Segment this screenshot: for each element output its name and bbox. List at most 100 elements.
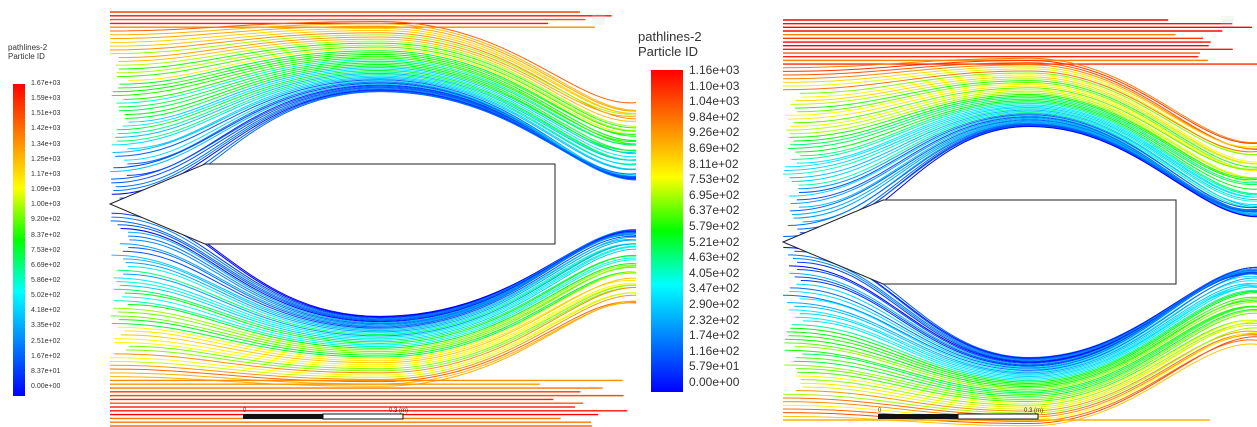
pathline xyxy=(801,322,1257,406)
pathline xyxy=(117,71,637,161)
colorbar-tick-label: 1.42e+03 xyxy=(31,125,61,133)
pathline xyxy=(789,93,1257,179)
pathline xyxy=(785,105,1257,198)
pathline xyxy=(794,80,1257,168)
colorbar xyxy=(13,84,25,396)
pathlines-panel-right: pathlines-2 Particle ID 1.16e+03 1.10e+03… xyxy=(633,0,1257,427)
pathline xyxy=(799,72,1257,155)
pathline xyxy=(114,286,637,374)
fluent-logo-icon: ▒▒ xyxy=(592,14,605,24)
pathline xyxy=(785,300,1257,387)
scale-bar-start-label: 0 xyxy=(243,408,247,414)
pathline xyxy=(797,81,1257,171)
colorbar-tick-label: 5.86e+02 xyxy=(31,276,61,284)
pathline xyxy=(109,34,637,115)
pathline xyxy=(787,122,1257,227)
colorbar xyxy=(651,70,683,392)
pathline xyxy=(109,20,637,104)
pathline xyxy=(113,264,637,351)
pathline xyxy=(112,272,637,358)
pathlines-plot: 0 0.3 (m) xyxy=(781,19,1257,427)
colorbar-tick-label: 8.37e+01 xyxy=(31,367,61,375)
colorbar-tick-label: 1.09e+03 xyxy=(31,186,61,194)
colorbar-tick-label: 5.79e+02 xyxy=(689,219,740,233)
pathline xyxy=(113,255,637,343)
colorbar-tick-label: 8.69e+02 xyxy=(689,141,740,155)
pathlines-panel-left: pathlines-2 Particle ID 1.67e+03 1.59e+03… xyxy=(8,11,637,427)
pathline xyxy=(123,57,637,142)
colorbar-tick-label: 1.74e+02 xyxy=(689,328,740,343)
pathline xyxy=(118,36,637,117)
pathline xyxy=(124,279,637,362)
pathline xyxy=(113,245,637,338)
legend-title-line1: pathlines-2 xyxy=(8,43,48,52)
colorbar-tick-label: 5.02e+02 xyxy=(31,292,61,300)
pathline xyxy=(798,113,1257,213)
pathline xyxy=(796,312,1257,401)
pathline xyxy=(782,62,1257,150)
pathline xyxy=(786,292,1257,384)
colorbar-tick-label: 0.00e+00 xyxy=(31,383,61,390)
pathline xyxy=(116,70,637,161)
pathline xyxy=(784,298,1257,389)
pathline xyxy=(127,263,637,349)
pathline xyxy=(127,76,637,170)
pathline xyxy=(790,89,1257,179)
projectile-body xyxy=(781,199,1177,285)
colorbar-tick-label: 3.47e+02 xyxy=(689,281,740,296)
colorbar-tick-label: 3.35e+02 xyxy=(31,322,61,330)
pathline xyxy=(790,78,1257,165)
pathline xyxy=(782,59,1257,144)
pathline xyxy=(782,66,1257,148)
pathline xyxy=(794,283,1257,375)
pathline xyxy=(794,283,1257,379)
pathline xyxy=(115,40,637,127)
colorbar-tick-label: 1.51e+03 xyxy=(31,110,61,118)
colorbar-tick-label: 0.00e+00 xyxy=(689,375,740,389)
colorbar-tick-label: 6.95e+02 xyxy=(689,187,740,202)
pathline xyxy=(116,59,637,146)
pathline xyxy=(124,80,637,175)
pathline xyxy=(123,243,637,337)
pathline xyxy=(795,76,1257,165)
colorbar-tick-label: 2.90e+02 xyxy=(689,297,740,311)
pathline xyxy=(784,305,1257,392)
scale-bar-end-label: 0.3 (m) xyxy=(1024,408,1043,414)
pathline xyxy=(788,296,1257,386)
pathline xyxy=(109,30,637,114)
pathline xyxy=(115,72,637,161)
pathline xyxy=(114,284,637,368)
pathline xyxy=(121,257,637,346)
pathline xyxy=(119,50,637,137)
colorbar-tick-label: 1.67e+02 xyxy=(31,352,61,360)
colorbar-tick-label: 1.16e+02 xyxy=(689,343,740,358)
colorbar-tick-label: 1.59e+03 xyxy=(31,95,61,103)
pathline xyxy=(119,271,637,356)
colorbar-tick-label: 6.69e+02 xyxy=(31,261,61,269)
legend-title: pathlines-2 Particle ID xyxy=(8,43,47,61)
pathline xyxy=(782,343,1257,427)
colorbar-tick-label: 5.79e+01 xyxy=(689,359,740,374)
pathline xyxy=(117,46,637,132)
pathline xyxy=(785,83,1257,171)
pathline xyxy=(111,216,637,320)
colorbar-tick-label: 4.18e+02 xyxy=(31,307,61,315)
pathline xyxy=(782,57,1257,143)
colorbar-tick-label: 2.32e+02 xyxy=(689,312,740,327)
pathline xyxy=(784,106,1257,200)
pathline xyxy=(791,102,1257,196)
pathline xyxy=(802,321,1257,410)
pathline xyxy=(118,62,637,152)
colorbar-tick-label: 6.37e+02 xyxy=(689,203,740,218)
pathline xyxy=(120,277,637,364)
pathline xyxy=(110,265,637,354)
pathline xyxy=(128,231,637,328)
colorbar-tick-label: 2.51e+02 xyxy=(31,337,61,345)
fluent-logo-icon: ▒▒ xyxy=(1221,16,1234,26)
colorbar-tick-label: 4.05e+02 xyxy=(689,265,740,280)
pathline xyxy=(782,327,1257,414)
pathline xyxy=(782,336,1257,425)
pathline xyxy=(115,87,637,188)
pathline xyxy=(797,266,1257,364)
colorbar-tick-label: 1.00e+03 xyxy=(31,201,61,209)
